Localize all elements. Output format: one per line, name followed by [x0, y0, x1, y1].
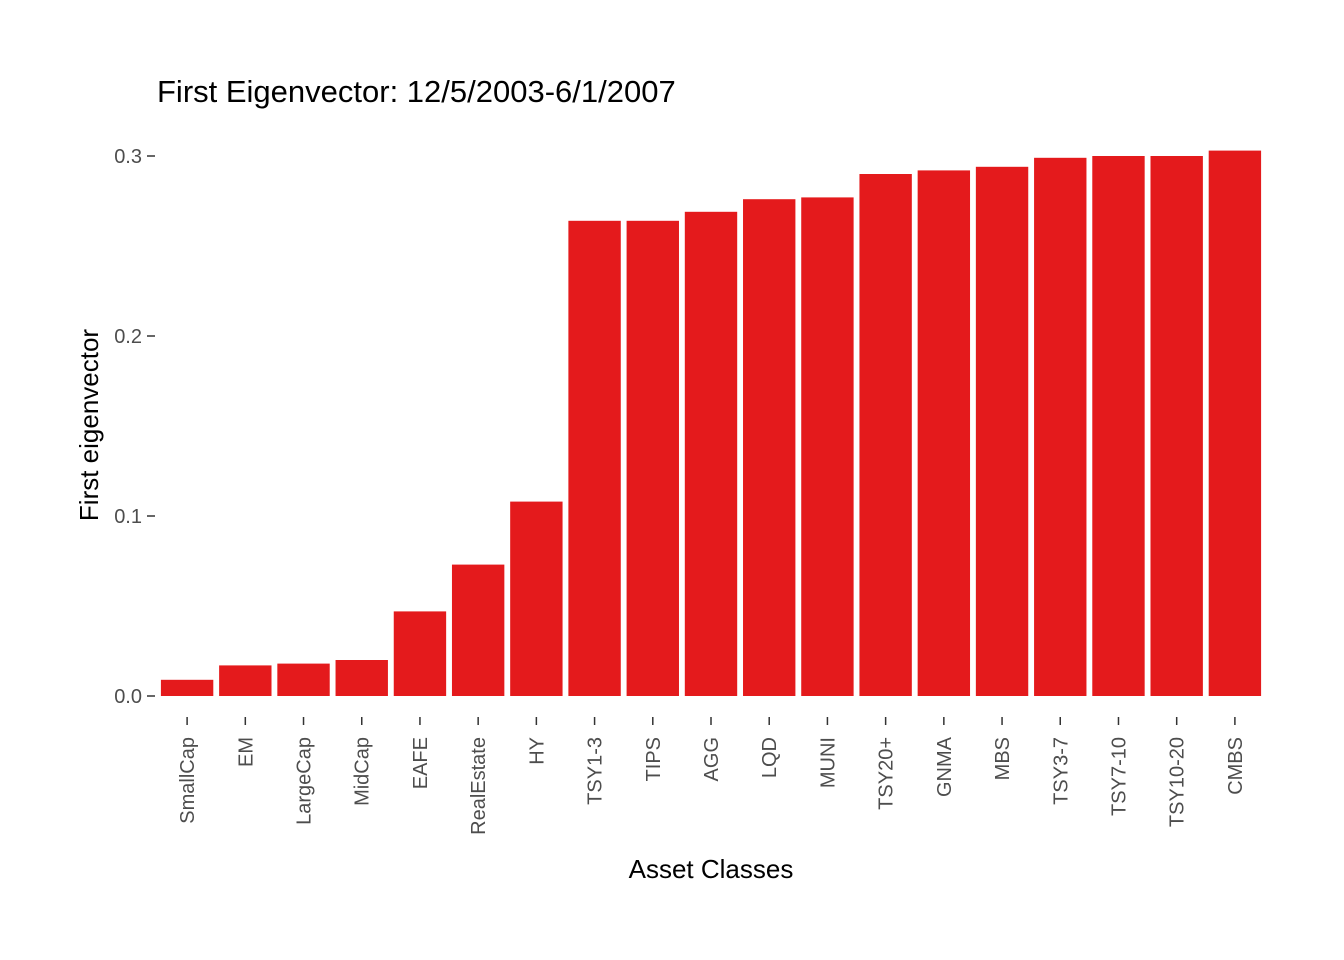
bar-muni: [801, 197, 854, 696]
bar-tsy7-10: [1092, 156, 1145, 696]
x-tick-label: RealEstate: [468, 737, 490, 835]
y-tick-label: 0.2: [114, 326, 142, 348]
x-tick-label: CMBS: [1225, 737, 1247, 795]
x-tick-label: TIPS: [643, 737, 665, 781]
y-tick-label: 0.3: [114, 146, 142, 168]
x-tick-label: SmallCap: [177, 737, 199, 824]
x-tick-label: TSY20+: [876, 737, 898, 810]
x-tick-label: AGG: [701, 737, 723, 781]
y-tick-label: 0.1: [114, 506, 142, 528]
x-tick-label: HY: [526, 737, 548, 765]
y-tick-label: 0.0: [114, 686, 142, 708]
x-tick-label: LargeCap: [294, 737, 316, 825]
bar-largecap: [277, 663, 330, 696]
bar-mbs: [975, 166, 1029, 697]
x-tick-label: GNMA: [934, 736, 956, 797]
x-axis-title: Asset Classes: [629, 854, 794, 884]
x-tick-label: LQD: [759, 737, 781, 778]
bar-gnma: [917, 170, 971, 696]
x-tick-label: EM: [235, 737, 257, 767]
x-tick-label: MidCap: [352, 737, 374, 806]
bar-midcap: [335, 660, 388, 696]
x-tick-label: TSY10-20: [1167, 737, 1189, 827]
bar-tsy1-3: [568, 220, 621, 697]
x-axis: SmallCap EM LargeCap MidCap EAFE RealEstate HY…: [177, 717, 1247, 835]
x-tick-label: EAFE: [410, 737, 432, 789]
x-tick-label: TSY3-7: [1050, 737, 1072, 805]
x-tick-label: MBS: [992, 737, 1014, 780]
x-tick-label: TSY7-10: [1108, 737, 1130, 816]
bar-lqd: [743, 199, 796, 696]
y-axis: 0.0 0.1 0.2 0.3: [114, 146, 155, 708]
bar-tips: [626, 220, 679, 697]
bar-tsy10-20: [1150, 156, 1203, 696]
bar-agg: [684, 211, 738, 697]
bar-em: [219, 665, 272, 696]
bars: [160, 150, 1262, 697]
bar-eafe: [393, 611, 447, 696]
chart-title: First Eigenvector: 12/5/2003-6/1/2007: [157, 74, 676, 109]
bar-realestate: [451, 564, 505, 696]
bar-smallcap: [160, 679, 214, 696]
x-tick-label: TSY1-3: [585, 737, 607, 805]
bar-hy: [510, 501, 563, 696]
x-tick-label: MUNI: [817, 737, 839, 788]
bar-cmbs: [1208, 150, 1262, 697]
bar-tsy20-: [859, 174, 912, 696]
y-axis-title: First eigenvector: [74, 329, 104, 522]
bar-tsy3-7: [1034, 157, 1087, 697]
